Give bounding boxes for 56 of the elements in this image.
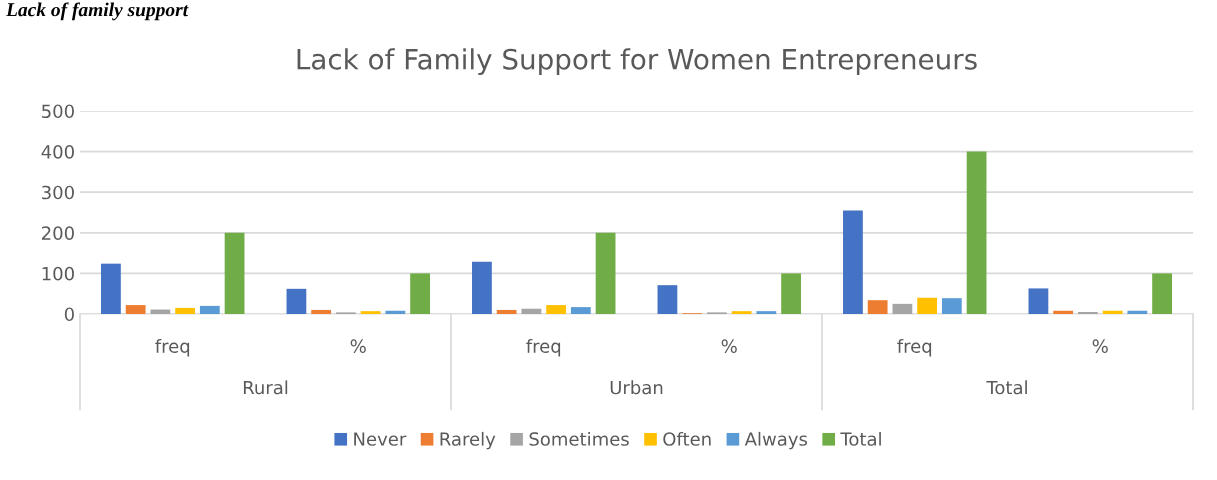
bar [199,305,220,314]
legend-label: Rarely [440,431,496,450]
legend-label: Often [663,431,711,446]
x-tick-label: % [721,339,737,353]
bar [917,297,938,314]
bar [1152,273,1172,314]
bar [756,311,777,314]
legend-label: Total [840,431,881,446]
bar [657,285,678,314]
bar [595,232,616,314]
bar [521,308,542,314]
bar [286,288,307,314]
legend-label: Always [744,431,808,450]
text: Total [986,380,1027,395]
bar [125,305,146,314]
x-tick-label: % [1092,339,1108,353]
bar [360,311,381,314]
bar [224,232,245,314]
bar [472,261,492,314]
bar [731,311,752,314]
bar [941,298,962,314]
y-tick-label: 200 [42,226,74,240]
y-tick-label: 100 [42,266,74,281]
text: Rural [243,380,288,395]
bar [546,305,567,314]
bar [410,273,430,314]
x-tick-label: freq [155,339,190,357]
text: Lack of family support [5,2,189,21]
bar [966,151,987,314]
y-tick-label: 300 [42,185,74,200]
bar [150,309,171,314]
bar [311,309,332,314]
legend-label: Never [354,432,407,446]
x-tick-label: freq [526,339,561,357]
bar [1127,310,1148,314]
text: Urban [610,380,663,395]
y-tick-label: 500 [42,104,74,119]
bar [892,303,913,314]
x-tick-label: freq [897,339,932,357]
bar [1053,310,1074,314]
bar [570,307,591,314]
bar [781,273,801,314]
bar [175,307,196,314]
bar [1077,311,1098,314]
bar [843,210,863,314]
bar [101,263,121,314]
x-tick-label: % [350,339,366,353]
legend-label: Sometimes [529,431,629,446]
bar [496,309,517,314]
bar [1028,288,1049,314]
y-tick-label: 400 [41,145,74,159]
bar [867,300,888,314]
y-tick-label: 0 [64,307,74,322]
chart-title: Lack of Family Support for Women Entrepreneurs [297,48,977,76]
bar [1102,310,1123,314]
bar [385,310,406,314]
